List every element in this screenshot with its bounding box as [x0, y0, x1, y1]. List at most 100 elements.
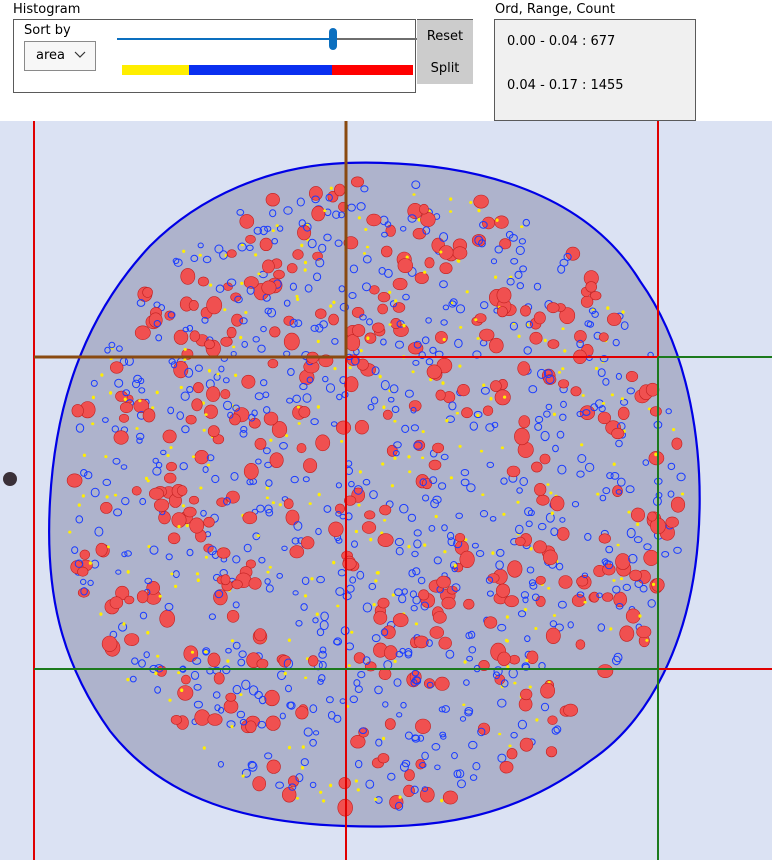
cell-medium: [180, 391, 190, 401]
cell-small: [146, 479, 150, 483]
sort-by-dropdown[interactable]: area: [24, 41, 96, 71]
cell-medium: [606, 472, 614, 480]
cell-large: [297, 224, 312, 241]
cell-large: [241, 374, 256, 389]
cell-large: [197, 276, 209, 287]
cell-small: [295, 797, 299, 800]
cell-small: [202, 428, 206, 432]
cell-medium: [313, 272, 322, 282]
micrograph-image[interactable]: [0, 121, 772, 860]
cell-small: [394, 299, 398, 303]
cell-medium: [557, 600, 567, 609]
cell-medium: [335, 537, 343, 544]
cell-medium: [441, 524, 448, 532]
cell-large: [463, 598, 475, 610]
split-button[interactable]: Split: [430, 61, 460, 76]
cell-medium: [136, 437, 143, 444]
cell-medium: [431, 743, 441, 751]
cell-small: [458, 364, 462, 368]
cell-small: [207, 369, 212, 373]
cell-small: [469, 201, 473, 204]
cell-small: [421, 456, 425, 460]
cell-large: [265, 192, 280, 207]
cell-medium: [200, 509, 207, 517]
cell-large: [434, 331, 448, 344]
cell-small: [216, 372, 220, 376]
cell-small: [445, 418, 449, 423]
cell-medium: [265, 508, 274, 517]
cell-medium: [132, 379, 141, 389]
cell-medium: [615, 372, 623, 380]
cell-small: [365, 245, 370, 249]
cell-large: [482, 405, 494, 416]
cell-medium: [489, 516, 497, 522]
cell-large: [442, 790, 458, 805]
cell-medium: [447, 537, 456, 547]
cell-medium: [310, 324, 319, 332]
cell-large: [671, 437, 683, 450]
cell-medium: [559, 413, 567, 421]
cell-small: [126, 677, 130, 682]
cell-medium: [473, 410, 483, 419]
cell-medium: [192, 657, 202, 665]
cell-medium: [413, 676, 422, 685]
cell-medium: [206, 454, 215, 462]
cell-medium: [417, 576, 426, 585]
cell-medium: [676, 472, 686, 482]
cell-large: [381, 245, 393, 258]
cell-medium: [315, 527, 322, 536]
cell-medium: [276, 572, 284, 579]
cell-medium: [395, 547, 404, 556]
cell-large: [392, 302, 406, 313]
cell-medium: [557, 464, 567, 475]
cell-small: [494, 275, 498, 279]
cell-medium: [412, 567, 421, 576]
cell-large: [154, 498, 170, 512]
cell-large: [204, 339, 215, 350]
cell-small: [620, 397, 625, 401]
cell-large: [454, 533, 466, 543]
cell-large: [113, 430, 129, 445]
cell-medium: [491, 421, 499, 429]
cell-medium: [421, 786, 429, 792]
cell-medium: [439, 280, 448, 289]
reset-button[interactable]: Reset: [426, 29, 464, 44]
cell-medium: [263, 406, 271, 414]
cell-medium: [559, 517, 566, 523]
cell-large: [519, 737, 534, 752]
slider-thumb[interactable]: [329, 28, 337, 50]
cell-small: [317, 492, 321, 497]
cell-medium: [460, 478, 470, 487]
cell-medium: [441, 705, 451, 713]
cell-medium: [232, 404, 240, 412]
cell-large: [361, 521, 377, 534]
cell-medium: [449, 298, 458, 307]
cell-large: [267, 358, 279, 369]
cell-medium: [309, 738, 317, 747]
cell-medium: [550, 527, 559, 537]
cell-medium: [306, 376, 314, 384]
cell-large: [647, 511, 657, 522]
cell-small: [91, 395, 95, 400]
cell-medium: [479, 221, 488, 229]
cell-small: [191, 455, 196, 459]
cell-medium: [330, 421, 338, 427]
cell-medium: [440, 453, 449, 461]
cell-medium: [468, 740, 478, 750]
cell-large: [373, 610, 388, 625]
sort-by-value: area: [36, 48, 65, 63]
cell-medium: [455, 512, 464, 519]
cell-small: [301, 745, 305, 749]
cell-small: [680, 492, 685, 496]
cell-large: [436, 575, 451, 589]
cell-small: [408, 470, 412, 474]
cell-small: [226, 659, 230, 663]
cell-medium: [349, 695, 358, 704]
cell-medium: [615, 603, 624, 610]
cell-medium: [336, 393, 343, 401]
cell-large: [384, 645, 398, 661]
cell-small: [601, 402, 606, 405]
cell-medium: [258, 556, 266, 564]
cell-small: [81, 494, 85, 498]
cell-medium: [74, 559, 84, 568]
